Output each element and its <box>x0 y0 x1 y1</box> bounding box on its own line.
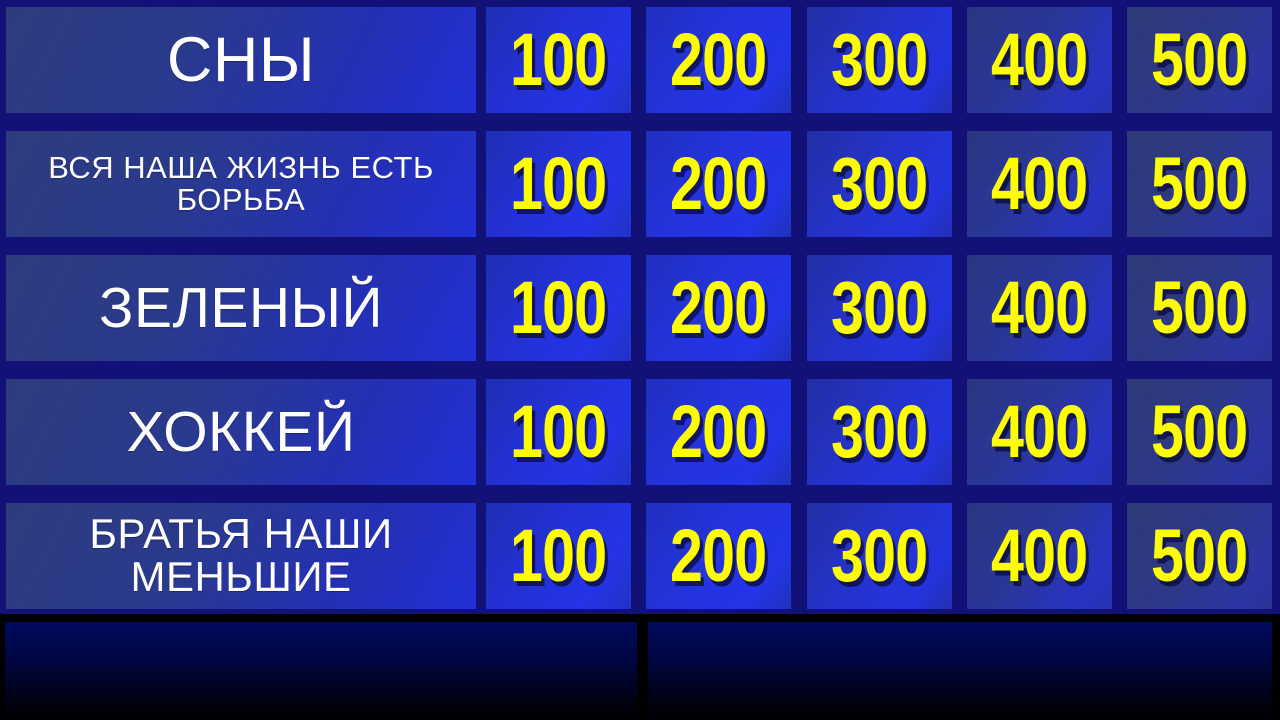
value-cell-2-3[interactable]: 400 <box>967 255 1112 361</box>
category-cell-0[interactable]: СНЫ <box>6 7 476 113</box>
value-label: 500 <box>1151 266 1248 349</box>
category-cell-2[interactable]: ЗЕЛЕНЫЙ <box>6 255 476 361</box>
category-cell-3[interactable]: ХОККЕЙ <box>6 379 476 485</box>
player-panel-left[interactable] <box>5 622 637 720</box>
value-label: 400 <box>991 18 1088 101</box>
player-panel-right[interactable] <box>648 622 1272 720</box>
category-label: ВСЯ НАША ЖИЗНЬ ЕСТЬ БОРЬБА <box>48 150 434 217</box>
value-cell-3-4[interactable]: 500 <box>1127 379 1272 485</box>
value-cell-3-3[interactable]: 400 <box>967 379 1112 485</box>
value-cell-2-2[interactable]: 300 <box>807 255 952 361</box>
value-label: 400 <box>991 266 1088 349</box>
value-cell-2-4[interactable]: 500 <box>1127 255 1272 361</box>
value-cell-0-3[interactable]: 400 <box>967 7 1112 113</box>
score-panels <box>0 614 1280 720</box>
value-cell-1-3[interactable]: 400 <box>967 131 1112 237</box>
value-label: 200 <box>670 514 767 597</box>
board-row: СНЫ 100 200 300 400 500 <box>0 7 1280 113</box>
value-label: 500 <box>1151 142 1248 225</box>
value-label: 500 <box>1151 390 1248 473</box>
value-label: 200 <box>670 266 767 349</box>
value-cell-0-2[interactable]: 300 <box>807 7 952 113</box>
value-cell-2-1[interactable]: 200 <box>646 255 791 361</box>
category-cell-1[interactable]: ВСЯ НАША ЖИЗНЬ ЕСТЬ БОРЬБА <box>6 131 476 237</box>
value-cell-3-1[interactable]: 200 <box>646 379 791 485</box>
value-label: 400 <box>991 390 1088 473</box>
value-cell-1-2[interactable]: 300 <box>807 131 952 237</box>
value-label: 200 <box>670 142 767 225</box>
category-cell-4[interactable]: БРАТЬЯ НАШИ МЕНЬШИЕ <box>6 503 476 609</box>
value-cell-1-1[interactable]: 200 <box>646 131 791 237</box>
value-label: 200 <box>670 18 767 101</box>
value-cell-0-0[interactable]: 100 <box>486 7 631 113</box>
category-label: ХОККЕЙ <box>126 399 356 464</box>
value-label: 100 <box>510 266 607 349</box>
value-cell-3-0[interactable]: 100 <box>486 379 631 485</box>
value-label: 300 <box>831 514 928 597</box>
value-cell-4-0[interactable]: 100 <box>486 503 631 609</box>
category-label: БРАТЬЯ НАШИ МЕНЬШИЕ <box>89 510 393 600</box>
value-label: 400 <box>991 142 1088 225</box>
value-label: 100 <box>510 514 607 597</box>
value-cell-0-4[interactable]: 500 <box>1127 7 1272 113</box>
board-row: ЗЕЛЕНЫЙ 100 200 300 400 500 <box>0 255 1280 361</box>
value-label: 300 <box>831 266 928 349</box>
value-cell-4-1[interactable]: 200 <box>646 503 791 609</box>
value-cell-4-4[interactable]: 500 <box>1127 503 1272 609</box>
value-cell-1-4[interactable]: 500 <box>1127 131 1272 237</box>
value-cell-0-1[interactable]: 200 <box>646 7 791 113</box>
value-label: 200 <box>670 390 767 473</box>
value-label: 300 <box>831 390 928 473</box>
category-label: ЗЕЛЕНЫЙ <box>99 275 383 340</box>
value-cell-4-2[interactable]: 300 <box>807 503 952 609</box>
category-label: СНЫ <box>166 24 316 95</box>
game-grid: СНЫ 100 200 300 400 500 ВСЯ НАША ЖИЗНЬ Е… <box>0 7 1280 609</box>
value-label: 400 <box>991 514 1088 597</box>
board-row: БРАТЬЯ НАШИ МЕНЬШИЕ 100 200 300 400 500 <box>0 503 1280 609</box>
board-row: ВСЯ НАША ЖИЗНЬ ЕСТЬ БОРЬБА 100 200 300 4… <box>0 131 1280 237</box>
value-label: 100 <box>510 142 607 225</box>
value-cell-2-0[interactable]: 100 <box>486 255 631 361</box>
value-cell-1-0[interactable]: 100 <box>486 131 631 237</box>
value-label: 100 <box>510 390 607 473</box>
value-label: 300 <box>831 18 928 101</box>
value-cell-3-2[interactable]: 300 <box>807 379 952 485</box>
value-cell-4-3[interactable]: 400 <box>967 503 1112 609</box>
value-label: 100 <box>510 18 607 101</box>
value-label: 300 <box>831 142 928 225</box>
value-label: 500 <box>1151 18 1248 101</box>
board-row: ХОККЕЙ 100 200 300 400 500 <box>0 379 1280 485</box>
value-label: 500 <box>1151 514 1248 597</box>
